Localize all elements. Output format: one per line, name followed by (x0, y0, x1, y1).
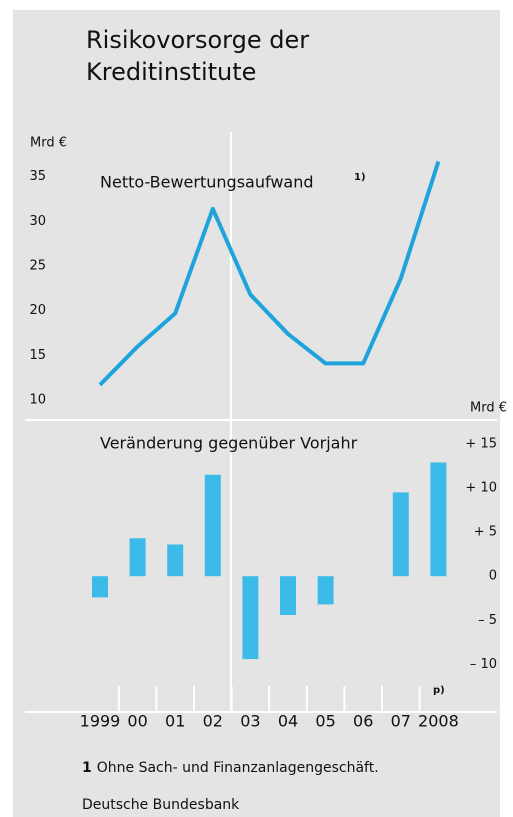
bar (430, 462, 447, 577)
x-tick-label: 04 (278, 712, 298, 731)
y-tick-label: 10 (29, 393, 46, 408)
y-tick-label: – 10 (470, 657, 497, 672)
y-tick-label: 0 (489, 569, 497, 584)
y-tick-label: 25 (29, 259, 46, 274)
chart-title: Risikovorsorge der Kreditinstitute (86, 26, 310, 86)
bar (167, 544, 184, 577)
x-tick-label: 00 (127, 712, 147, 731)
footnote-text: Ohne Sach- und Finanzanlagengeschäft. (97, 760, 379, 776)
series-label: Veränderung gegenüber Vorjahr (100, 434, 358, 453)
bar (392, 492, 409, 577)
y-tick-label: 30 (29, 214, 46, 229)
footnote-number: 1 (82, 760, 92, 776)
x-tick-label: 01 (165, 712, 185, 731)
x-tick-label: 07 (391, 712, 411, 731)
y-tick-label: + 10 (465, 481, 497, 496)
background (13, 10, 500, 817)
x-tick-label: 1999 (80, 712, 121, 731)
x-tick-label: 03 (240, 712, 260, 731)
x-tick-label: 2008 (418, 712, 459, 731)
annotation: 1) (354, 172, 366, 183)
y-tick-label: 15 (29, 348, 46, 363)
y2-axis-label: Mrd € (470, 401, 507, 416)
x-tick-label: 02 (203, 712, 223, 731)
y-tick-label: 20 (29, 303, 46, 318)
bar (129, 538, 146, 577)
bar (204, 474, 221, 577)
y-tick-label: 35 (29, 169, 46, 184)
title-box: Risikovorsorge der Kreditinstitute (86, 26, 310, 86)
bar (280, 576, 296, 615)
bar (242, 576, 259, 660)
y-axis-label: Mrd € (30, 136, 67, 151)
series-label: Netto-Bewertungsaufwand (100, 173, 314, 192)
source: Deutsche Bundesbank (82, 797, 240, 813)
bar (92, 576, 108, 598)
footnote: 1 Ohne Sach- und Finanzanlagengeschäft. (82, 760, 379, 776)
y-tick-label: – 5 (478, 613, 497, 628)
x-tick-label: 06 (353, 712, 373, 731)
annotation: p) (433, 685, 445, 696)
bar (317, 576, 334, 605)
x-tick-label: 05 (315, 712, 335, 731)
y-tick-label: + 5 (474, 525, 497, 540)
line (98, 160, 441, 387)
y-tick-label: + 15 (465, 436, 497, 451)
